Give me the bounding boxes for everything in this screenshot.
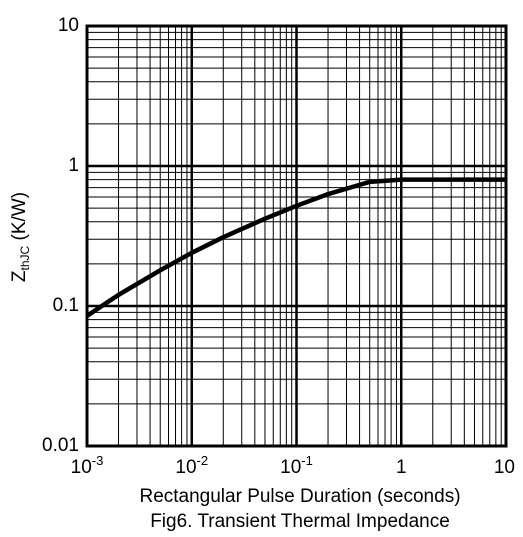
y-axis-label-unit: (K/W) — [9, 191, 30, 246]
x-tick-base: 1 — [395, 457, 407, 478]
figure-caption: Fig6. Transient Thermal Impedance — [150, 511, 450, 532]
x-axis-label: Rectangular Pulse Duration (seconds) — [139, 486, 461, 507]
x-tick-label: 10 — [435, 457, 515, 479]
x-tick-base: 10 — [280, 457, 302, 478]
x-tick-exponent: -2 — [196, 453, 209, 468]
y-tick-label: 0.01 — [42, 435, 79, 456]
x-tick-exponent: -1 — [301, 453, 313, 468]
x-tick-label: 10-3 — [47, 454, 127, 479]
y-tick-label: 1 — [68, 155, 79, 176]
x-tick-label: 10-1 — [257, 454, 337, 479]
x-tick-label: 1 — [361, 457, 441, 479]
y-axis-label-sub: thJC — [18, 245, 32, 271]
x-tick-exponent: -3 — [91, 453, 104, 468]
plot-frame — [85, 24, 508, 448]
x-tick-base: 10 — [70, 457, 92, 478]
series-line — [85, 177, 506, 318]
y-tick-label: 0.1 — [52, 295, 79, 316]
x-tick-base: 10 — [493, 457, 515, 478]
y-axis-label-main: Z — [9, 270, 30, 283]
y-tick-label: 10 — [57, 15, 79, 36]
chart-grid — [85, 26, 506, 448]
x-tick-base: 10 — [175, 457, 197, 478]
x-tick-label: 10-2 — [152, 454, 232, 479]
